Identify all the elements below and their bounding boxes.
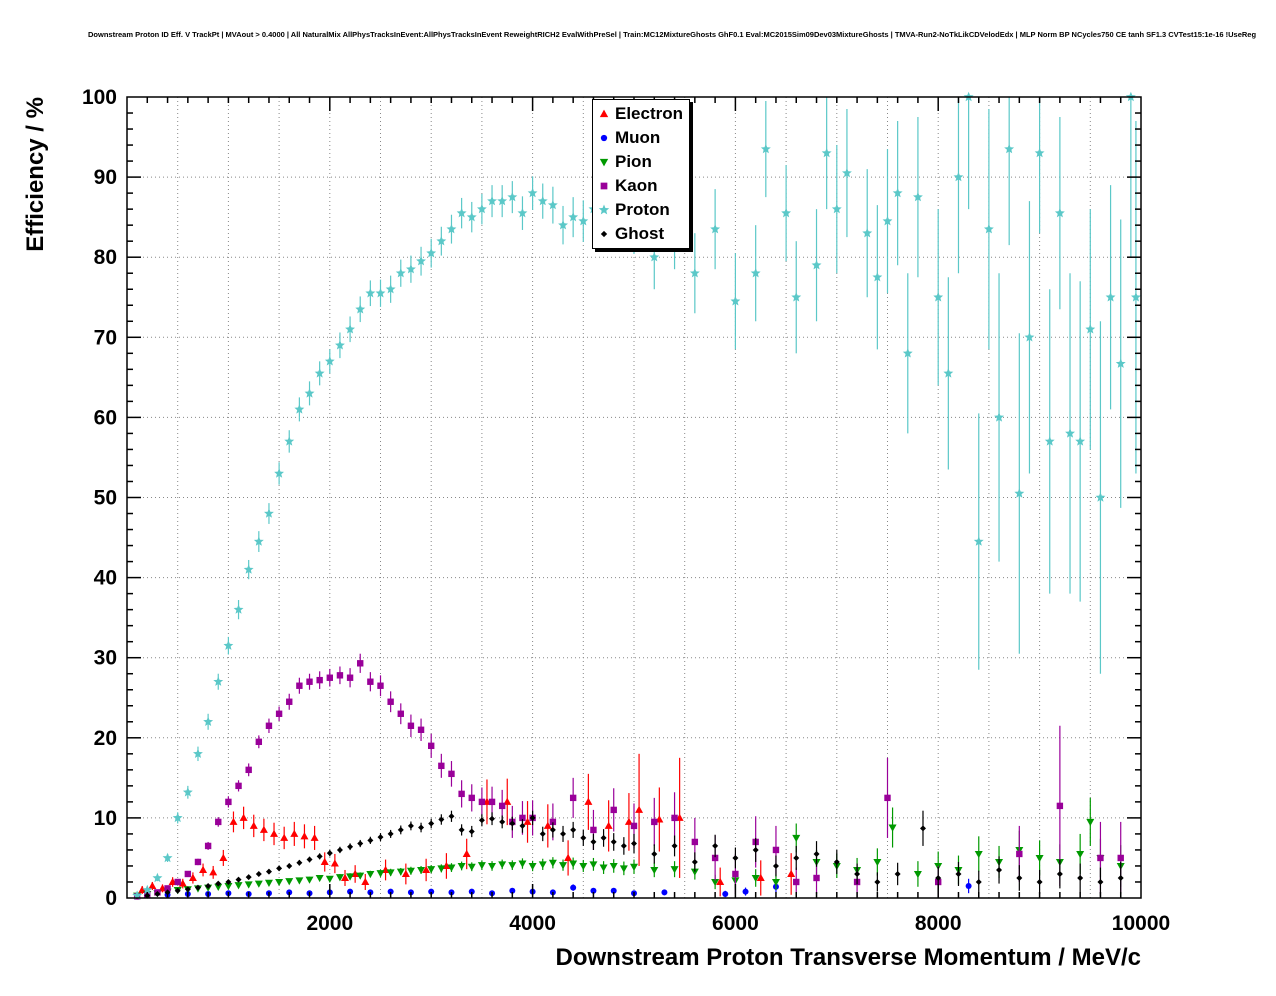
legend-entry-ghost: Ghost — [595, 222, 683, 246]
diamond-marker-icon — [600, 230, 608, 238]
series-ghost — [144, 810, 1124, 899]
legend-entry-proton: Proton — [595, 198, 683, 222]
circle-marker-icon — [600, 134, 608, 142]
y-tick-label: 50 — [94, 487, 117, 510]
y-tick-label: 0 — [105, 887, 117, 910]
y-tick-label: 70 — [94, 326, 117, 349]
star-marker-icon — [598, 204, 610, 215]
x-tick-label: 8000 — [915, 912, 962, 935]
y-tick-label: 10 — [94, 807, 117, 830]
series-electron — [138, 753, 796, 897]
y-tick-label: 90 — [94, 166, 117, 189]
plot-title: Downstream Proton ID Eff. V TrackPt | MV… — [88, 30, 1257, 39]
plot-frame — [126, 96, 1142, 899]
legend-label: Pion — [615, 152, 652, 171]
x-tick-label: 4000 — [509, 912, 556, 935]
legend-label: Proton — [615, 200, 670, 219]
gridlines — [127, 97, 1141, 898]
legend-entry-electron: Electron — [595, 102, 683, 126]
square-marker-icon — [600, 182, 608, 190]
y-tick-label: 30 — [94, 647, 117, 670]
legend-label: Ghost — [615, 224, 665, 243]
y-tick-label: 60 — [94, 406, 117, 429]
x-tick-label: 10000 — [1112, 912, 1170, 935]
y-tick-label: 20 — [94, 727, 117, 750]
y-tick-label: 100 — [82, 86, 117, 109]
legend-entry-pion: Pion — [595, 150, 683, 174]
y-tick-label: 80 — [94, 246, 117, 269]
legend-label: Electron — [615, 104, 684, 123]
legend-entry-muon: Muon — [595, 126, 683, 150]
x-axis-title: Downstream Proton Transverse Momentum / … — [555, 944, 1141, 971]
x-tick-label: 6000 — [712, 912, 759, 935]
triangle-down-marker-icon — [599, 158, 609, 167]
series-kaon — [133, 653, 1124, 900]
legend-entry-kaon: Kaon — [595, 174, 683, 198]
y-tick-label: 40 — [94, 567, 117, 590]
triangle-up-marker-icon — [599, 109, 609, 118]
tick-labels: 2000 4000 6000 8000 10000 0 10 20 30 40 50 60 70 80 90… — [82, 86, 1170, 935]
x-tick-label: 2000 — [306, 912, 353, 935]
legend-label: Kaon — [615, 176, 658, 195]
legend-label: Muon — [615, 128, 661, 147]
legend: Electron Muon Pion Kaon Proton Ghost — [592, 99, 691, 249]
